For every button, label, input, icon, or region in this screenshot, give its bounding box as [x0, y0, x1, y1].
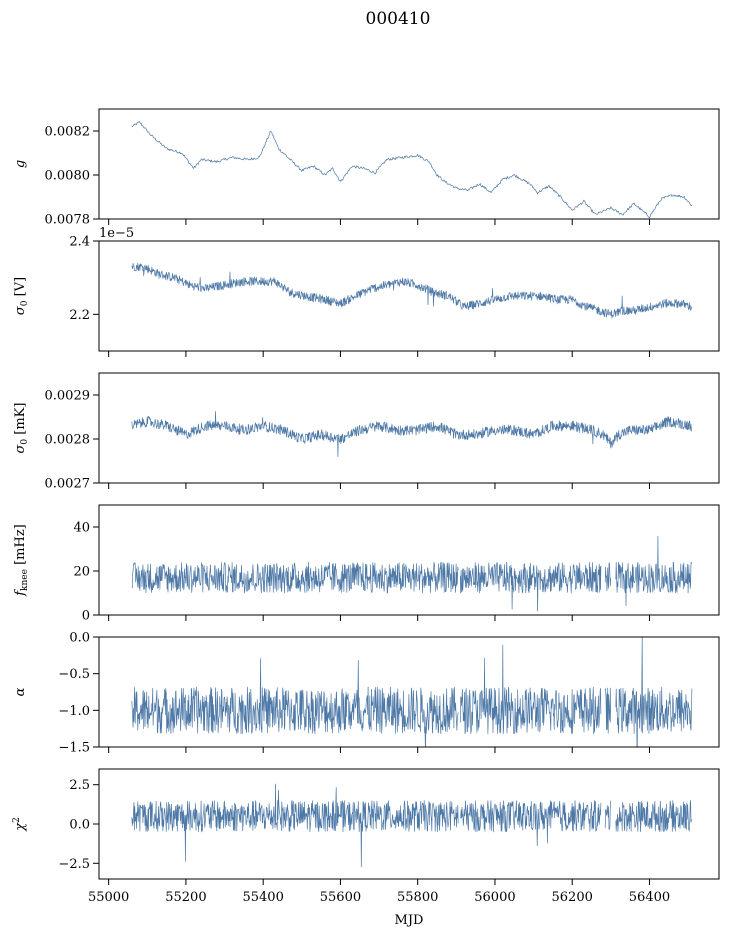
figure-title: 000410 — [366, 9, 431, 29]
y-tick-label: −1.5 — [58, 741, 90, 756]
series-line — [131, 411, 693, 457]
series-line — [131, 637, 693, 747]
x-tick-label: 55600 — [320, 890, 361, 905]
y-tick-label: 2.5 — [69, 778, 90, 793]
x-tick-label: 55800 — [397, 890, 438, 905]
panel-5: −1.5 −1.0 −0.5 0.0 α — [13, 631, 720, 756]
panel-4: 0 20 40 fknee [mHz] — [13, 504, 720, 624]
panel-6: −2.5 0.0 2.5 55000 55200 55400 55600 55800 56000… — [12, 768, 720, 905]
y-tick-label: 0.0 — [69, 631, 90, 646]
series-line — [131, 535, 693, 612]
y-tick-label: 0.0080 — [45, 169, 91, 184]
offset-label: 1e−5 — [99, 226, 134, 241]
y-axis-label: fknee [mHz] — [13, 524, 30, 597]
x-tick-label: 55400 — [242, 890, 283, 905]
x-tick-label: 56400 — [629, 890, 670, 905]
y-tick-label: 40 — [73, 521, 90, 536]
axes-frame — [98, 108, 720, 220]
axes-frame — [98, 240, 720, 352]
y-axis-label: α — [13, 687, 28, 696]
y-tick-label: 0 — [82, 609, 90, 624]
x-tick-label: 56000 — [474, 890, 515, 905]
x-tick-label: 56200 — [552, 890, 593, 905]
x-tick-label: 55000 — [88, 890, 129, 905]
y-tick-label: 0.0028 — [45, 433, 91, 448]
axes-frame — [98, 636, 720, 748]
panel-3: 0.0027 0.0028 0.0029 σ0 [mK] — [13, 372, 720, 492]
axes-frame — [98, 372, 720, 484]
y-tick-label: 2.4 — [69, 235, 90, 250]
y-tick-label: 0.0027 — [45, 477, 91, 492]
series-line — [131, 121, 692, 219]
y-tick-label: −2.5 — [58, 857, 90, 872]
x-tick-label: 55200 — [165, 890, 206, 905]
y-tick-label: −1.0 — [58, 704, 90, 719]
y-tick-label: 0.0 — [69, 818, 90, 833]
y-tick-label: 0.0029 — [45, 389, 91, 404]
series-line — [131, 783, 693, 868]
y-tick-label: −0.5 — [58, 667, 90, 682]
panel-2: 2.2 2.4 1e−5 σ0 [V] — [13, 226, 720, 357]
y-tick-label: 0.0078 — [45, 213, 91, 228]
y-axis-label: σ0 [mK] — [13, 403, 30, 454]
y-tick-label: 20 — [73, 565, 90, 580]
axes-frame — [98, 504, 720, 616]
y-axis-label: g — [13, 160, 28, 168]
y-tick-label: 2.2 — [69, 308, 90, 323]
y-axis-label: χ2 — [12, 817, 28, 832]
series-line — [131, 262, 693, 319]
y-tick-label: 0.0082 — [45, 125, 91, 140]
panel-1: 0.0078 0.0080 0.0082 g — [13, 108, 720, 228]
y-axis-label: σ0 [V] — [13, 277, 30, 315]
x-axis-label: MJD — [395, 913, 424, 928]
